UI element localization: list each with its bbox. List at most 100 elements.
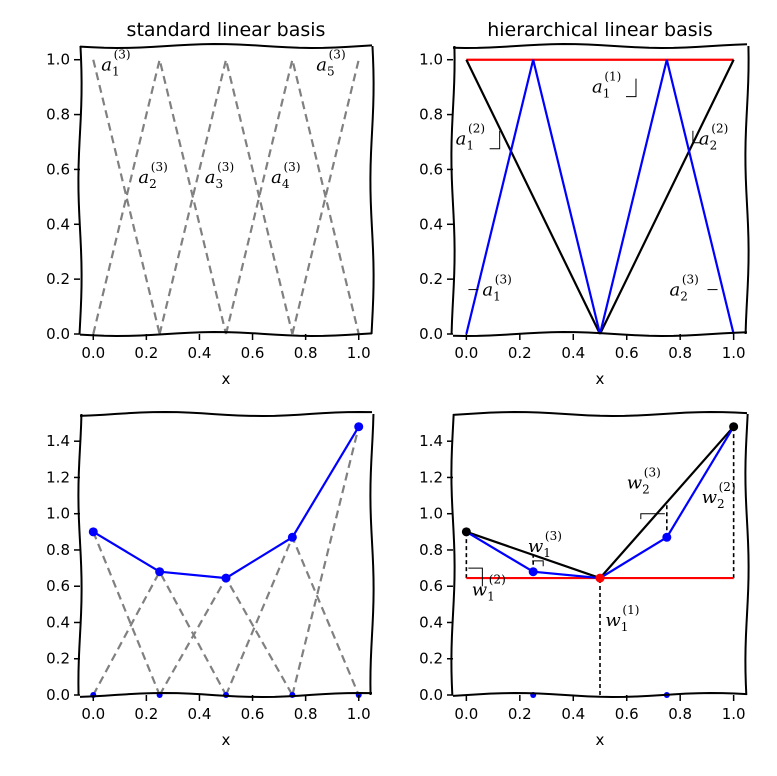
- annotation-pointer: [626, 79, 636, 97]
- x-tick-label: 0.4: [188, 705, 212, 723]
- scaled-basis-line: [226, 537, 359, 695]
- x-axis-label: x: [222, 370, 231, 388]
- level-point: [529, 567, 538, 576]
- y-tick-label: 0.2: [46, 650, 70, 668]
- basis-label: a3(3): [205, 160, 234, 191]
- y-tick-label: 0.0: [46, 686, 70, 704]
- y-tick-label: 0.2: [419, 270, 443, 288]
- x-tick-label: 0.8: [294, 344, 318, 362]
- x-tick-label: 1.0: [347, 705, 371, 723]
- y-tick-label: 0.2: [46, 270, 70, 288]
- y-tick-label: 0.6: [419, 577, 443, 595]
- x-tick-label: 0.2: [508, 705, 532, 723]
- scaled-basis-line: [160, 578, 293, 695]
- frame-left: [78, 46, 81, 334]
- basis-label: a1(3): [101, 48, 130, 79]
- x-tick-label: 0.0: [81, 344, 105, 362]
- y-tick-label: 0.6: [419, 160, 443, 178]
- x-tick-label: 0.2: [134, 705, 158, 723]
- level-point: [729, 422, 738, 431]
- panel-hierarchical-interpolant: w1(1) w1(2) w2(2) w1(3) w2(3) 0.0 0.2 0.4 0.6 0.8…: [419, 412, 748, 749]
- y-tick-label: 1.0: [46, 505, 70, 523]
- frame-top: [80, 412, 372, 416]
- frame-top: [453, 412, 747, 416]
- y-tick-label: 1.0: [419, 505, 443, 523]
- hier-basis-label: a2(3): [669, 273, 698, 304]
- hier-basis-line: [600, 60, 734, 334]
- frame-left: [451, 46, 454, 334]
- y-tick-label: 0.8: [419, 106, 443, 124]
- x-tick-label: 1.0: [347, 344, 371, 362]
- level-point: [596, 574, 605, 583]
- scaled-basis-line: [93, 572, 226, 695]
- hier-basis-label: a1(2): [456, 122, 485, 153]
- node-point: [354, 422, 363, 431]
- x-tick-label: 0.6: [241, 705, 265, 723]
- y-tick-label: 1.2: [46, 468, 70, 486]
- x-axis-label: x: [596, 370, 605, 388]
- frame-left: [451, 414, 454, 695]
- x-axis-label: x: [596, 731, 605, 749]
- x-tick-label: 0.6: [615, 344, 639, 362]
- y-tick-label: 1.4: [46, 432, 70, 450]
- basis-line-a43: [226, 60, 359, 334]
- level-point: [462, 527, 471, 536]
- hier-level-line: [466, 427, 733, 578]
- x-tick-label: 0.8: [668, 344, 692, 362]
- surplus-label: w2(2): [702, 480, 736, 511]
- y-tick-label: 0.6: [46, 577, 70, 595]
- y-tick-label: 0.4: [419, 215, 443, 233]
- y-tick-label: 0.2: [419, 650, 443, 668]
- annotation-pointer: [490, 131, 500, 149]
- interpolant-line: [93, 427, 358, 578]
- x-tick-label: 0.0: [454, 344, 478, 362]
- y-tick-label: 0.8: [46, 106, 70, 124]
- scaled-basis-line: [93, 532, 159, 695]
- panel-hierarchical-basis: a1(1)a1(2) a2(2)a1(3) a2(3)0.0 0.2 0.4 0.6 0.8…: [419, 19, 748, 388]
- y-tick-label: 0.0: [419, 325, 443, 343]
- panel-standard-interpolant: 0.0 0.2 0.4 0.6 0.8 1.00.00.20.40.60.81.01.21…: [46, 412, 373, 749]
- x-tick-label: 0.0: [81, 705, 105, 723]
- y-tick-label: 0.4: [46, 613, 70, 631]
- x-tick-label: 0.4: [561, 344, 585, 362]
- panel-title: standard linear basis: [127, 19, 326, 41]
- y-tick-label: 1.2: [419, 468, 443, 486]
- x-tick-label: 0.6: [241, 344, 265, 362]
- y-tick-label: 0.0: [419, 686, 443, 704]
- level-point: [662, 533, 671, 542]
- frame-right: [370, 46, 373, 334]
- surplus-label: w2(3): [627, 465, 661, 496]
- frame-right: [370, 414, 373, 695]
- hier-basis-label: a1(1): [592, 70, 621, 101]
- frame-left: [78, 414, 81, 695]
- frame-bottom: [453, 332, 747, 336]
- surplus-label: w1(2): [472, 572, 506, 603]
- node-point: [288, 533, 297, 542]
- frame-right: [745, 414, 748, 695]
- x-tick-label: 0.2: [508, 344, 532, 362]
- x-tick-label: 1.0: [722, 344, 746, 362]
- x-tick-label: 0.4: [561, 705, 585, 723]
- y-tick-label: 0.0: [46, 325, 70, 343]
- x-tick-label: 0.8: [668, 705, 692, 723]
- basis-label: a2(3): [138, 160, 167, 191]
- node-point: [89, 527, 98, 536]
- y-tick-label: 1.0: [46, 51, 70, 69]
- basis-line-a23: [93, 60, 226, 334]
- x-tick-label: 0.4: [188, 344, 212, 362]
- basis-label: a5(3): [316, 48, 345, 79]
- panel-title: hierarchical linear basis: [487, 19, 713, 41]
- panel-standard-basis: a1(3)a2(3) a3(3) a4(3)a5(3)0.0 0.2 0.4 0.6 0.8…: [46, 19, 373, 388]
- frame-right: [745, 46, 748, 334]
- x-tick-label: 0.0: [454, 705, 478, 723]
- y-tick-label: 1.0: [419, 51, 443, 69]
- x-tick-label: 0.6: [615, 705, 639, 723]
- y-tick-label: 0.4: [46, 215, 70, 233]
- node-point: [222, 574, 231, 583]
- y-tick-label: 0.4: [419, 613, 443, 631]
- frame-top: [453, 44, 747, 48]
- basis-line-a33: [160, 60, 293, 334]
- frame-top: [80, 44, 372, 48]
- hier-basis-label: a1(3): [482, 273, 511, 304]
